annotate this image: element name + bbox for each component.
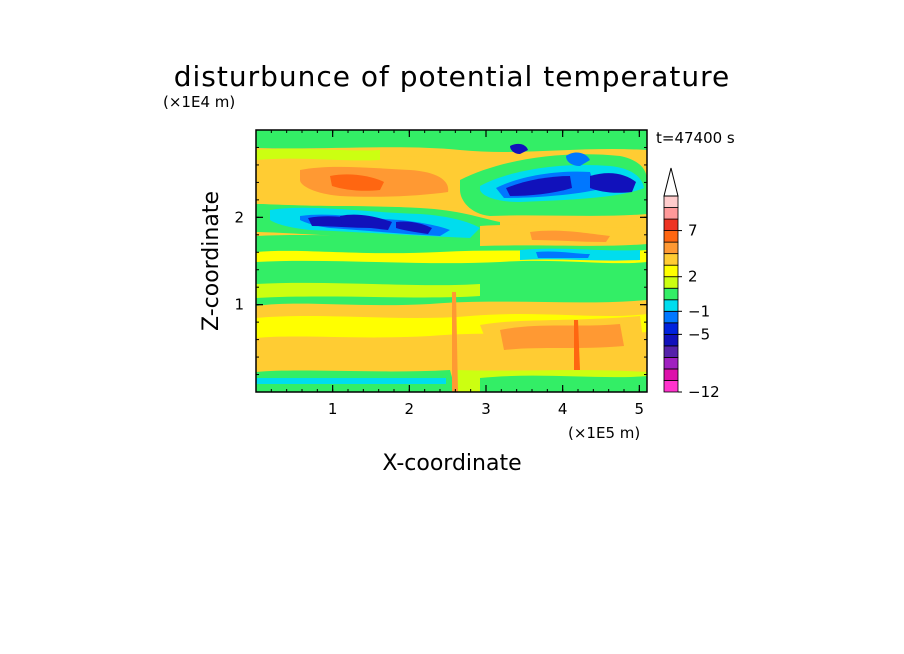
colorbar-bin [663,380,679,393]
cold-core-right-2 [590,173,636,193]
x-tick-label: 3 [481,400,491,418]
colorbar-bin [663,230,679,243]
x-tick-label: 1 [328,400,338,418]
colorbar-bin [663,207,679,220]
colorbar-label: 2 [688,268,698,286]
colorbar-extension [663,167,679,197]
colorbar-bin [663,218,679,231]
vertical-disturbance-2 [574,320,580,370]
colorbar-bin [663,253,679,266]
cold-core-left-3 [396,221,432,234]
cold-core-right-1 [506,176,572,196]
y-axis-label: Z-coordinate [199,191,224,331]
x-unit-label: (×1E5 m) [568,424,640,442]
x-axis-ticks: 1 2 3 4 5 [270,130,645,418]
colorbar-bin [663,276,679,289]
colorbar-bin [663,357,679,370]
surface-cyan-line [256,378,446,384]
y-tick-label: 1 [234,296,244,314]
colorbar-bin [663,322,679,335]
upper-red-core [330,174,384,191]
colorbar-label: −12 [688,383,720,401]
colorbar-label: 7 [688,222,698,240]
x-tick-label: 2 [405,400,415,418]
cold-core-top-2 [566,152,590,166]
colorbar-bin [663,345,679,358]
lower-right-orange [500,324,624,350]
colorbar-bin [663,195,679,208]
top-green [256,130,647,152]
surface-green-right [480,375,647,392]
plot-frame [255,129,648,393]
heatmap-field [256,130,647,392]
colorbar-bin [663,299,679,312]
colorbar: −12−5−127 [663,167,720,401]
y-unit-label: (×1E4 m) [163,93,235,111]
x-tick-label: 4 [558,400,568,418]
colorbar-bin [663,310,679,324]
colorbar-bin [663,333,679,347]
mid-yellowgreen [256,282,480,298]
cold-core-top [510,143,528,154]
green-between-bands [256,260,647,278]
y-axis-ticks: 12 [234,146,647,376]
vertical-disturbance-1 [452,292,458,392]
time-label: t=47400 s [656,129,735,147]
colorbar-bin [663,368,679,381]
colorbar-label: −1 [688,302,710,320]
colorbar-bin [663,241,679,255]
cold-core-left-2 [340,214,392,230]
y-tick-label: 2 [234,208,244,226]
colorbar-bin [663,287,679,301]
x-tick-label: 5 [635,400,645,418]
right-orange-strip [530,230,610,242]
colorbar-bin [663,264,679,278]
x-axis-label: X-coordinate [382,451,521,476]
right-blue-strip [536,251,590,258]
top-yellowgreen [256,148,380,161]
colorbar-label: −5 [688,325,710,343]
chart-title: disturbunce of potential temperature [174,60,731,93]
